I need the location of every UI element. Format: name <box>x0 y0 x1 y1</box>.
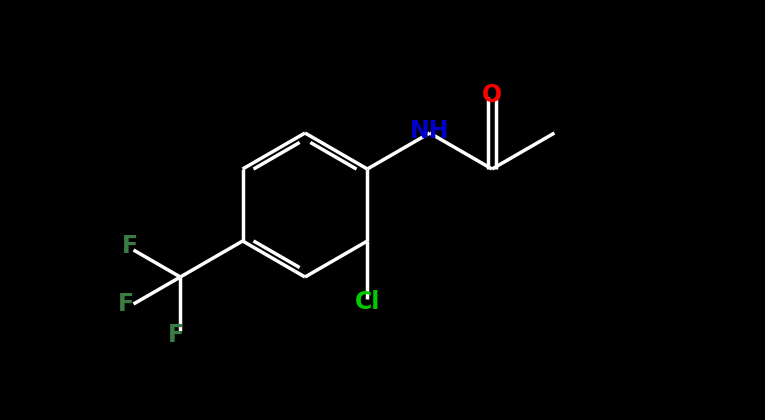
Text: F: F <box>168 323 184 347</box>
Text: O: O <box>482 83 502 107</box>
Text: Cl: Cl <box>355 290 380 314</box>
Text: F: F <box>118 292 134 316</box>
Text: F: F <box>122 234 138 258</box>
Text: NH: NH <box>410 119 450 143</box>
